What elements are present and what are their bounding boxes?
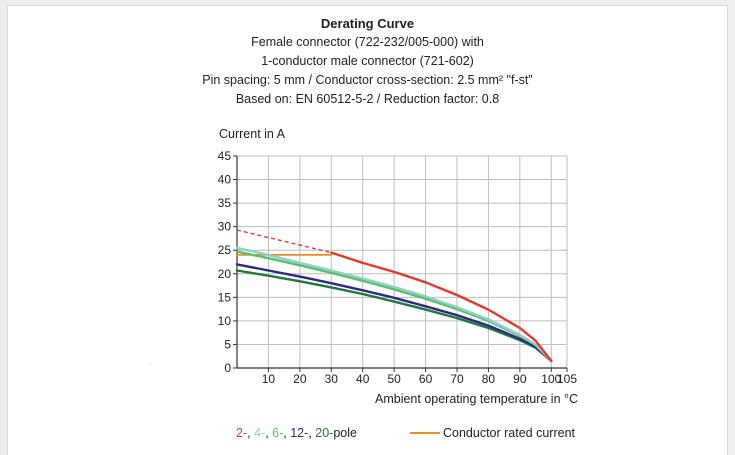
- x-tick-label: 105: [557, 372, 577, 386]
- y-tick-label: 15: [218, 290, 232, 304]
- legend-pole-entry: 2-, 4-, 6-, 12-, 20-pole: [236, 426, 357, 440]
- y-tick-label: 10: [218, 314, 232, 328]
- y-tick-label: 5: [224, 337, 231, 351]
- stray-mark: ·: [150, 362, 152, 368]
- chart-title: Derating Curve: [320, 16, 415, 31]
- legend-pole-part: 2-: [236, 426, 248, 440]
- legend-pole-part: ,: [283, 426, 291, 440]
- x-tick-label: 50: [387, 372, 401, 386]
- x-tick-label: 10: [262, 372, 276, 386]
- x-tick-label: 60: [419, 372, 433, 386]
- series-line-12-pole: [235, 263, 553, 363]
- x-tick-label: 80: [482, 372, 496, 386]
- series-lines: [235, 229, 553, 363]
- chart-card: [7, 5, 728, 455]
- x-tick-label: 90: [513, 372, 527, 386]
- series-dashed-extension: [236, 229, 332, 254]
- y-tick-label: 20: [218, 267, 232, 281]
- rated-current-swatch: [410, 431, 440, 434]
- x-tick-label: 100: [541, 372, 561, 386]
- y-tick-label: 35: [218, 196, 232, 210]
- y-axis-label: Current in A: [219, 127, 286, 141]
- y-tick-label: 25: [218, 243, 232, 257]
- legend-pole-part: ,: [308, 426, 316, 440]
- legend: 2-, 4-, 6-, 12-, 20-pole Conductor rated…: [0, 426, 735, 446]
- x-tick-label: 20: [293, 372, 307, 386]
- y-tick-label: 0: [224, 361, 231, 375]
- subtitle-line-1: Female connector (722-232/005-000) with: [251, 35, 484, 49]
- chart-header: Derating Curve Female connector (722-232…: [0, 14, 735, 109]
- x-axis-label: Ambient operating temperature in °C: [375, 392, 579, 406]
- legend-pole-part: 20-: [315, 426, 334, 440]
- subtitle-line-4: Based on: EN 60512-5-2 / Reduction facto…: [235, 92, 500, 106]
- legend-rated-label: Conductor rated current: [443, 426, 576, 440]
- axes: [233, 155, 568, 372]
- x-tick-label: 70: [450, 372, 464, 386]
- subtitle-line-3: Pin spacing: 5 mm / Conductor cross-sect…: [202, 73, 533, 87]
- series-line-2-pole: [330, 251, 553, 363]
- y-tick-label: 45: [218, 149, 232, 163]
- legend-rated-entry: Conductor rated current: [410, 426, 575, 440]
- x-tick-label: 40: [356, 372, 370, 386]
- legend-pole-part: ,: [265, 426, 273, 440]
- legend-pole-part: ,: [247, 426, 255, 440]
- y-tick-label: 30: [218, 220, 232, 234]
- legend-pole-part: 12-: [290, 426, 309, 440]
- legend-pole-part: pole: [333, 426, 357, 440]
- x-tick-label: 30: [325, 372, 339, 386]
- y-tick-label: 40: [218, 173, 232, 187]
- series-line-4-pole: [235, 246, 553, 363]
- legend-pole-part: 4-: [254, 426, 266, 440]
- subtitle-line-2: 1-conductor male connector (721-602): [261, 54, 474, 68]
- legend-pole-part: 6-: [272, 426, 284, 440]
